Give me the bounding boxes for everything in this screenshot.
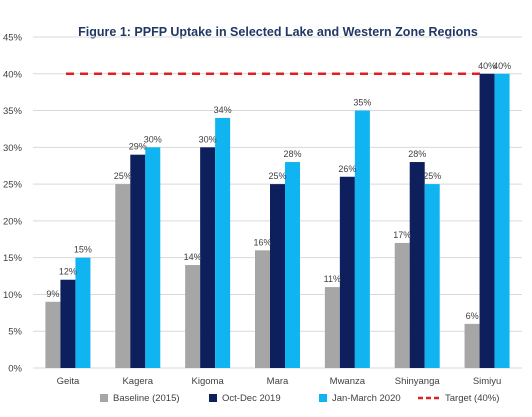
x-tick-label: Geita (57, 376, 80, 387)
y-tick-label: 0% (8, 364, 22, 375)
bar (45, 301, 61, 368)
legend-swatch (100, 394, 108, 402)
data-label: 40% (493, 61, 511, 71)
data-label: 30% (199, 134, 217, 144)
data-label: 28% (283, 149, 301, 159)
bar (424, 184, 440, 368)
y-tick-label: 10% (3, 290, 23, 301)
bar (185, 265, 201, 368)
bar (479, 73, 495, 369)
bar (130, 154, 146, 368)
y-tick-label: 40% (3, 69, 23, 80)
bar (145, 147, 161, 368)
data-label: 12% (59, 267, 77, 277)
data-label: 34% (214, 105, 232, 115)
y-tick-label: 15% (3, 253, 23, 264)
data-label: 25% (114, 171, 132, 181)
legend-label: Oct-Dec 2019 (222, 393, 281, 404)
x-tick-label: Kigoma (192, 376, 225, 387)
bar (324, 287, 340, 368)
legend-label: Jan-March 2020 (332, 393, 401, 404)
data-label: 15% (74, 245, 92, 255)
data-label: 16% (253, 237, 271, 247)
data-label: 9% (46, 289, 59, 299)
bar (255, 250, 270, 368)
data-label: 30% (144, 134, 162, 144)
data-label: 14% (184, 252, 202, 262)
data-label: 11% (324, 274, 341, 284)
data-label: 25% (423, 171, 441, 181)
bars (45, 73, 510, 369)
data-label: 25% (268, 171, 286, 181)
chart-title: Figure 1: PPFP Uptake in Selected Lake a… (78, 25, 478, 39)
x-axis-categories: Geita Kagera Kigoma Mara Mwanza Shinyanga Simi… (57, 376, 502, 387)
bar (200, 147, 216, 368)
bar (409, 162, 425, 368)
bar (464, 323, 480, 368)
bar (285, 162, 300, 368)
x-tick-label: Shinyanga (395, 376, 441, 387)
bar (60, 279, 76, 368)
y-tick-label: 5% (8, 327, 22, 338)
bar (339, 176, 355, 368)
legend-label: Baseline (2015) (113, 393, 180, 404)
data-label: 6% (466, 311, 479, 321)
y-tick-label: 35% (3, 106, 23, 117)
data-label: 29% (129, 142, 147, 152)
y-tick-label: 30% (3, 143, 23, 154)
bar (215, 117, 231, 369)
x-tick-label: Simiyu (473, 376, 502, 387)
data-label: 35% (353, 98, 371, 108)
x-tick-label: Mwanza (330, 376, 366, 387)
x-tick-label: Kagera (122, 376, 153, 387)
x-tick-label: Mara (267, 376, 289, 387)
y-tick-label: 20% (3, 216, 23, 227)
y-tick-label: 45% (3, 33, 23, 44)
bar (270, 184, 285, 368)
bar (394, 242, 410, 368)
legend-swatch (209, 394, 217, 402)
y-tick-label: 25% (3, 180, 23, 191)
data-label: 17% (393, 230, 411, 240)
data-label: 26% (338, 164, 356, 174)
bar (494, 73, 510, 369)
data-label: 28% (408, 149, 426, 159)
y-axis-ticks: 0% 5% 10% 15% 20% 25% 30% 35% 40% 45% (3, 33, 23, 375)
bar (115, 184, 131, 368)
bar (354, 110, 370, 369)
legend-swatch (319, 394, 327, 402)
legend: Baseline (2015) Oct-Dec 2019 Jan-March 202… (100, 393, 499, 404)
legend-label: Target (40%) (445, 393, 499, 404)
data-labels: 9%12%15%25%29%30%14%30%34%16%25%28%11%26… (46, 61, 511, 321)
data-label: 40% (478, 61, 496, 71)
bar (75, 257, 91, 368)
